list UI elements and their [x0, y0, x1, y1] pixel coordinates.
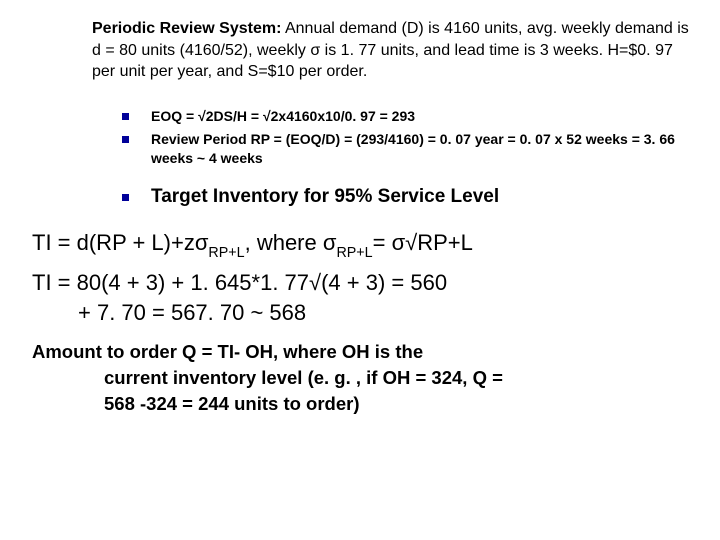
bullet-group-small: EOQ = √2DS/H = √2x4160x10/0. 97 = 293 Re…: [92, 107, 698, 168]
ti-def-prefix: TI = d(RP + L)+zσ: [32, 230, 208, 255]
bullet-row-review-period: Review Period RP = (EOQ/D) = (293/4160) …: [92, 130, 698, 168]
bullet-row-target-inv: Target Inventory for 95% Service Level: [92, 185, 698, 210]
amount-to-order: Amount to order Q = TI- OH, where OH is …: [32, 339, 698, 417]
intro-paragraph: Periodic Review System: Annual demand (D…: [92, 18, 698, 83]
bullet-target-inv: Target Inventory for 95% Service Level: [151, 185, 698, 210]
formula-ti-calc: TI = 80(4 + 3) + 1. 645*1. 77√(4 + 3) = …: [32, 268, 698, 330]
ti-def-mid: , where σ: [245, 230, 337, 255]
square-bullet-icon: [122, 113, 129, 120]
bullet-review-period: Review Period RP = (EOQ/D) = (293/4160) …: [151, 130, 698, 168]
slide-content: Periodic Review System: Annual demand (D…: [0, 0, 720, 540]
ti-calc-line1: TI = 80(4 + 3) + 1. 645*1. 77√(4 + 3) = …: [32, 270, 447, 295]
bullet-group-large: Target Inventory for 95% Service Level: [92, 185, 698, 210]
amount-line2: current inventory level (e. g. , if OH =…: [32, 365, 698, 391]
intro-title: Periodic Review System:: [92, 20, 281, 37]
amount-line3: 568 -324 = 244 units to order): [32, 391, 698, 417]
square-bullet-icon: [122, 136, 129, 143]
formula-ti-definition: TI = d(RP + L)+zσRP+L, where σRP+L= σ√RP…: [32, 228, 698, 261]
bullet-row-eoq: EOQ = √2DS/H = √2x4160x10/0. 97 = 293: [92, 107, 698, 126]
ti-def-suffix: = σ√RP+L: [373, 230, 473, 255]
ti-calc-line2: + 7. 70 = 567. 70 ~ 568: [32, 300, 306, 325]
bullet-eoq: EOQ = √2DS/H = √2x4160x10/0. 97 = 293: [151, 107, 698, 126]
square-bullet-icon: [122, 194, 129, 201]
ti-def-sub2: RP+L: [336, 245, 372, 261]
amount-line1: Amount to order Q = TI- OH, where OH is …: [32, 341, 423, 362]
ti-def-sub1: RP+L: [208, 245, 244, 261]
